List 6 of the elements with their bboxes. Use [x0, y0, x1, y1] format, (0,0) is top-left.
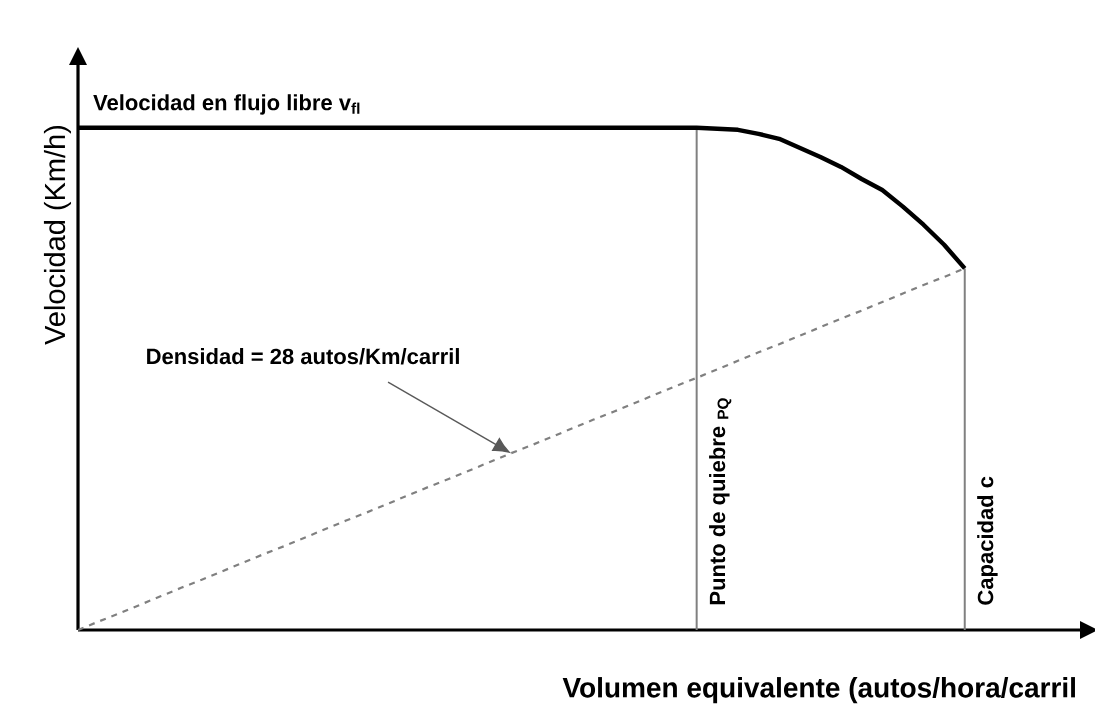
x-axis-title: Volumen equivalente (autos/hora/carril — [562, 677, 1075, 704]
annotation: Densidad = 28 autos/Km/carril — [147, 348, 459, 365]
annotation: Punto de quiebre $_{PQ}$ — [709, 398, 732, 605]
text: Capacidad c — [977, 476, 998, 605]
y-axis-title: Velocidad (Km/h) — [43, 125, 71, 345]
text: Velocidad en flujo libre v$_{fl}$ — [93, 94, 360, 115]
